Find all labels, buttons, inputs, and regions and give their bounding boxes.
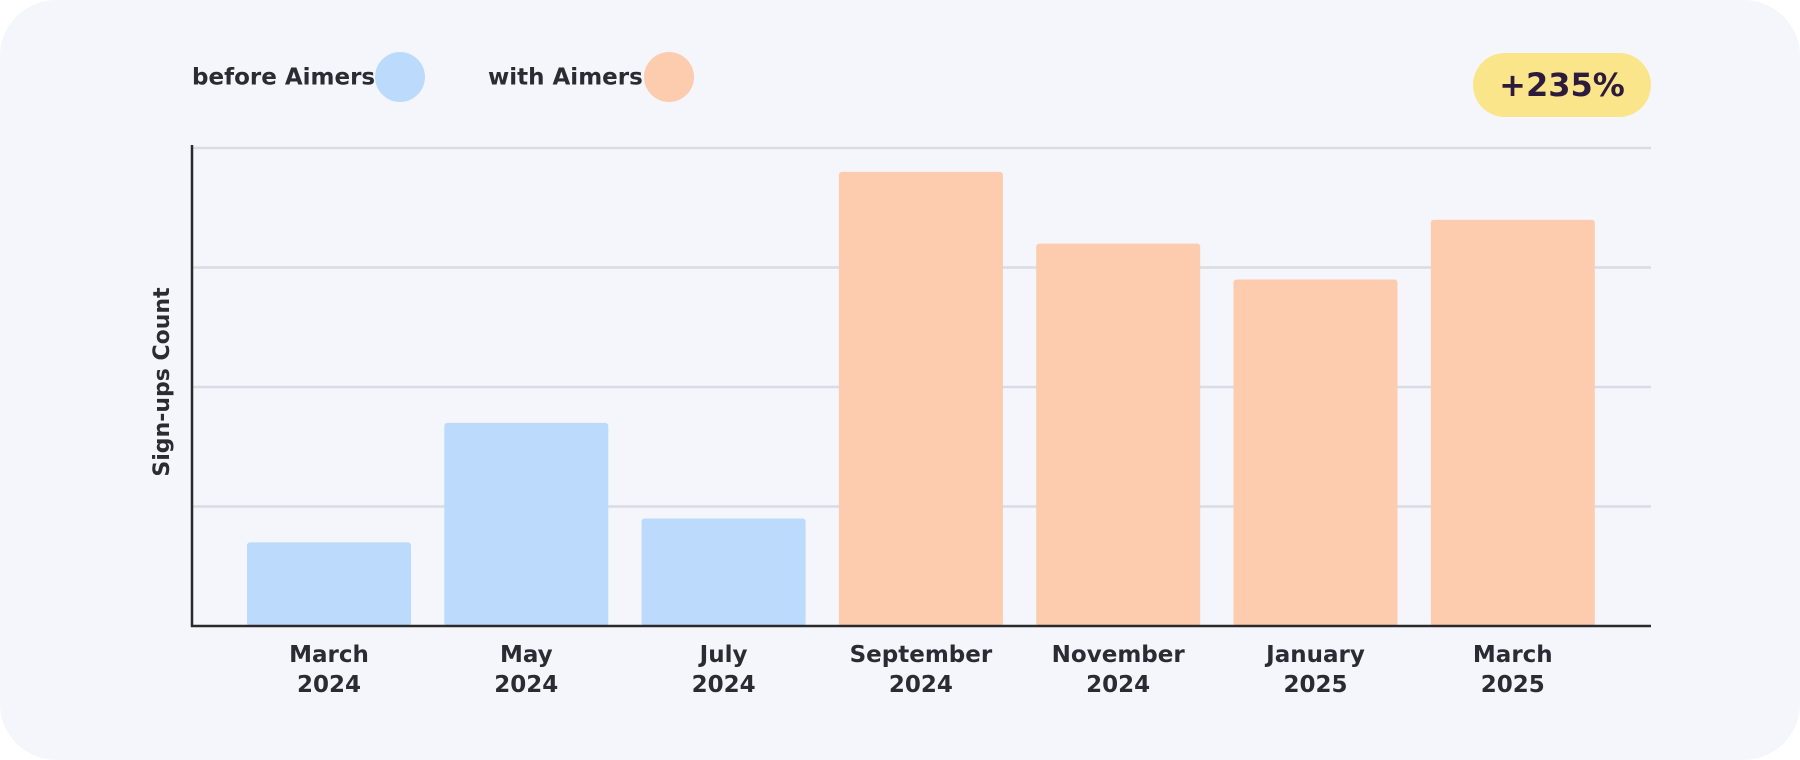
legend-swatch [375, 52, 425, 102]
x-tick-label-box: March 2024 [229, 640, 429, 700]
y-axis-label: Sign-ups Count [150, 287, 175, 477]
x-tick-label-box: July 2024 [624, 640, 824, 700]
bar [838, 171, 1003, 626]
x-tick-label: November 2024 [1051, 642, 1185, 698]
bar [641, 518, 806, 626]
badge [1473, 53, 1651, 117]
x-tick-label: March 2024 [289, 642, 369, 698]
bar [444, 422, 609, 626]
x-tick-label-box: March 2025 [1413, 640, 1613, 700]
x-tick-label-box: January 2025 [1216, 640, 1416, 700]
legend-label: before Aimers [192, 65, 375, 91]
badge-text: +235% [1499, 66, 1625, 104]
bar [1233, 279, 1398, 626]
bar [1036, 243, 1201, 626]
bar [247, 542, 411, 626]
x-tick-label-box: May 2024 [426, 640, 626, 700]
legend-label: with Aimers [488, 65, 643, 91]
x-tick-label: July 2024 [691, 642, 756, 698]
x-tick-label: January 2025 [1266, 642, 1365, 698]
x-tick-label: March 2025 [1472, 642, 1553, 698]
x-tick-label: September 2024 [849, 642, 993, 698]
x-tick-label-box: September 2024 [821, 640, 1021, 700]
x-tick-label-box: November 2024 [1018, 640, 1218, 700]
x-tick-label: May 2024 [494, 642, 559, 698]
legend-swatch [644, 52, 694, 102]
bar [1430, 219, 1595, 626]
